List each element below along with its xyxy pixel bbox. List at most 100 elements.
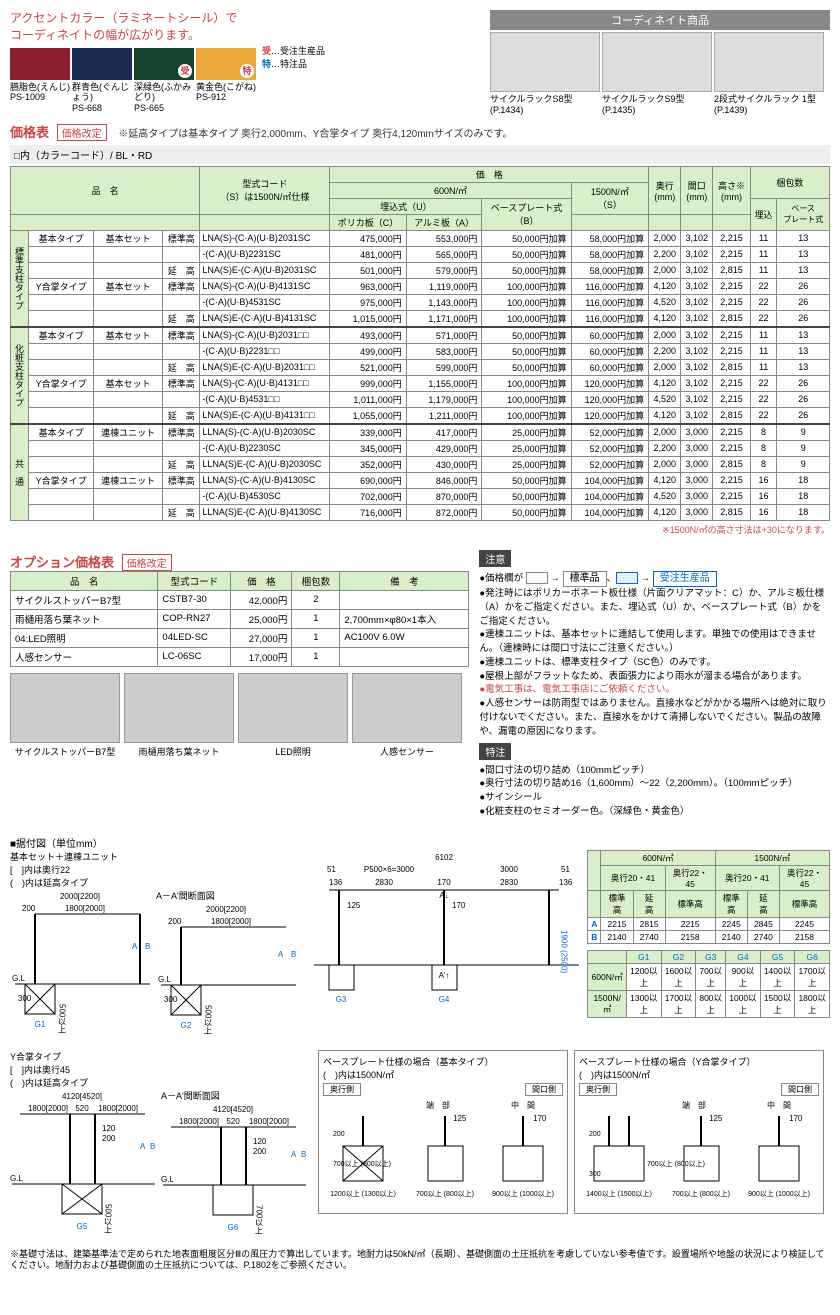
bp-side-w: 間口側 xyxy=(525,1083,563,1096)
elev-svg-1: 2000[2200] 1800[2000] 200 G.L G1 300 B A… xyxy=(10,889,150,1039)
diagram-left-col: 基本セット＋連棟ユニット [ ]内は奥行22 ( )内は延高タイプ 2000[2… xyxy=(10,850,301,1040)
th-600: 600N/㎡ xyxy=(330,182,571,198)
svg-text:G.L: G.L xyxy=(161,1175,174,1184)
price-footnote: ※1500N/㎡の高さ寸法は+30になります。 xyxy=(10,523,830,536)
bp-y-inner: ( )内は1500N/㎡ xyxy=(579,1068,819,1081)
svg-text:端 部: 端 部 xyxy=(426,1100,450,1110)
baseplate-diagrams: ベースプレート仕様の場合（基本タイプ） ( )内は1500N/㎡ 奥行側 間口側… xyxy=(318,1050,824,1214)
bp-side-d: 奥行側 xyxy=(323,1083,361,1096)
tokuchu-badge: 特注 xyxy=(479,743,511,760)
svg-text:200: 200 xyxy=(102,1134,116,1143)
svg-text:A: A xyxy=(291,1150,297,1159)
svg-text:2830: 2830 xyxy=(375,878,393,887)
tokuchu-list: ●間口寸法の切り詰め（100mmピッチ）●奥行寸法の切り詰め16（1,600mm… xyxy=(479,764,830,819)
option-thumb: 人感センサー xyxy=(352,673,462,758)
color-swatch: 受深緑色(ふかみどり)PS-665 xyxy=(134,48,194,114)
opt-th-pack: 梱包数 xyxy=(292,571,340,590)
price-row: Y合掌タイプ基本セット標準高LNA(S)-(C·A)(U·B)4131□□999… xyxy=(11,375,830,391)
price-subhead: □内（カラーコード）/ BL・RD xyxy=(10,145,830,164)
svg-text:136: 136 xyxy=(559,878,573,887)
diagram-elev-2: A－A'間断面図 2000[2200] 1800[2000] 200 G.L G… xyxy=(156,889,296,1040)
dim-table-g: G1G2G3G4G5G6 600N/㎡1200以上1600以上700以上900以… xyxy=(587,950,830,1018)
svg-text:6102: 6102 xyxy=(435,853,453,862)
svg-text:G4: G4 xyxy=(439,995,450,1004)
legend-ju-badge: 受 xyxy=(262,46,271,56)
price-row: -(C·A)(U·B)2231SC481,000円565,000円50,000円… xyxy=(11,246,830,262)
svg-text:120: 120 xyxy=(253,1137,267,1146)
bp-y-side-w: 間口側 xyxy=(781,1083,819,1096)
svg-text:200: 200 xyxy=(589,1131,601,1138)
svg-text:700以上 (800以上): 700以上 (800以上) xyxy=(333,1159,391,1168)
svg-text:中 間: 中 間 xyxy=(767,1100,791,1110)
price-row: 延 高LNA(S)E-(C·A)(U·B)4131SC1,015,000円1,1… xyxy=(11,310,830,327)
th-pack-b: ベース プレート式 xyxy=(777,198,830,230)
svg-text:1800[2000]: 1800[2000] xyxy=(249,1117,289,1126)
dt-1500: 1500N/㎡ xyxy=(715,850,829,865)
aa-label-2: A－A'間断面図 xyxy=(161,1089,306,1102)
dim-tables: 600N/㎡1500N/㎡ 奥行20・41奥行22・45奥行20・41奥行22・… xyxy=(587,850,830,1018)
price-row: Y合掌タイプ連棟ユニット標準高LLNA(S)-(C·A)(U·B)4130SC6… xyxy=(11,472,830,488)
price-row: -(C·A)(U·B)2231□□499,000円583,000円50,000円… xyxy=(11,343,830,359)
svg-text:端 部: 端 部 xyxy=(682,1100,706,1110)
y-label: Y合掌タイプ [ ]内は奥行45 ( )内は延高タイプ xyxy=(10,1050,310,1089)
note-last: ●人感センサーは防雨型ではありません。直接水などがかかる場所へは絶対に取り付けな… xyxy=(479,697,830,738)
coord-item: サイクルラックS8型(P.1434) xyxy=(490,32,600,116)
price-note: ※延高タイプは基本タイプ 奥行2,000mm、Y合掌タイプ 奥行4,120mmサ… xyxy=(118,129,512,140)
th-width: 間口 (mm) xyxy=(681,166,713,214)
bp-basic-title: ベースプレート仕様の場合（基本タイプ） xyxy=(323,1055,563,1068)
notes-list: ●価格欄が → 標準品、 → 受注生産品 ●発注時にはポリカーボネート板仕様（片… xyxy=(479,571,830,739)
svg-text:1800[2000]: 1800[2000] xyxy=(28,1104,68,1113)
price-thead: 品 名 型式コード （S）は1500N/㎡仕様 価 格 奥行 (mm) 間口 (… xyxy=(11,166,830,230)
bp-basic: ベースプレート仕様の場合（基本タイプ） ( )内は1500N/㎡ 奥行側 間口側… xyxy=(318,1050,568,1214)
aa-label-1: A－A'間断面図 xyxy=(156,889,296,902)
opt-th-price: 価 格 xyxy=(231,571,292,590)
svg-text:51: 51 xyxy=(327,865,336,874)
th-price: 価 格 xyxy=(330,166,649,182)
coord-header: コーディネイト商品 xyxy=(490,10,830,30)
diagram-elev-1: 2000[2200] 1800[2000] 200 G.L G1 300 B A… xyxy=(10,889,150,1040)
price-row: 標準支柱タイプ基本タイプ基本セット標準高LNA(S)-(C·A)(U·B)203… xyxy=(11,230,830,246)
svg-text:170: 170 xyxy=(789,1114,803,1123)
svg-text:G6: G6 xyxy=(228,1223,239,1232)
bp-y-title: ベースプレート仕様の場合（Y合掌タイプ） xyxy=(579,1055,819,1068)
svg-text:200: 200 xyxy=(22,904,36,913)
svg-text:900以上 (1000以上): 900以上 (1000以上) xyxy=(748,1189,810,1198)
svg-text:G3: G3 xyxy=(336,995,347,1004)
svg-text:500以上: 500以上 xyxy=(58,1004,67,1033)
price-row: 延 高LNA(S)E-(C·A)(U·B)2031SC501,000円579,0… xyxy=(11,262,830,278)
note-line: ●発注時にはポリカーボネート板仕様（片面クリアマット：C）か、アルミ板仕様（A）… xyxy=(479,587,830,628)
legend-to-text: …特注品 xyxy=(271,59,307,69)
price-subhead-text: □内（カラーコード）/ BL・RD xyxy=(14,151,152,162)
accent-swatches: 臙脂色(えんじ)PS-1009群青色(ぐんじょう)PS-668受深緑色(ふかみど… xyxy=(10,48,256,114)
svg-text:170: 170 xyxy=(533,1114,547,1123)
option-rev-badge: 価格改定 xyxy=(122,554,172,571)
price-row: 化粧支柱タイプ基本タイプ基本セット標準高LNA(S)-(C·A)(U·B)203… xyxy=(11,327,830,344)
opt-th-model: 型式コード xyxy=(158,571,231,590)
bp-y: ベースプレート仕様の場合（Y合掌タイプ） ( )内は1500N/㎡ 奥行側 間口… xyxy=(574,1050,824,1214)
svg-text:125: 125 xyxy=(709,1114,723,1123)
svg-text:4120[4520]: 4120[4520] xyxy=(62,1092,102,1101)
svg-text:G1: G1 xyxy=(35,1020,46,1029)
svg-text:B: B xyxy=(145,942,150,951)
accent-title: アクセントカラー（ラミネートシール）で コーディネイトの幅が広がります。 xyxy=(10,10,380,44)
svg-text:700以上 (800以上): 700以上 (800以上) xyxy=(416,1189,474,1198)
dt-600: 600N/㎡ xyxy=(601,850,715,865)
svg-text:P500×6=3000: P500×6=3000 xyxy=(364,865,415,874)
svg-text:G5: G5 xyxy=(77,1222,88,1231)
svg-text:500以上: 500以上 xyxy=(204,1005,213,1034)
opt-row: サイクルストッパーB7型CSTB7-3042,000円2 xyxy=(11,590,469,609)
svg-text:A: A xyxy=(278,950,284,959)
svg-text:900以上 (1000以上): 900以上 (1000以上) xyxy=(492,1189,554,1198)
svg-text:120: 120 xyxy=(102,1124,116,1133)
arrow-std: 標準品 xyxy=(563,571,607,588)
svg-text:300: 300 xyxy=(18,994,32,1003)
svg-text:520: 520 xyxy=(226,1117,240,1126)
option-title-text: オプション価格表 xyxy=(10,555,114,570)
th-alum: アルミ板（A） xyxy=(406,214,482,230)
th-1500: 1500N/㎡ （S） xyxy=(571,182,649,214)
option-thumb: LED照明 xyxy=(238,673,348,758)
th-base: ベースプレート式 （B） xyxy=(482,198,571,230)
th-depth: 奥行 (mm) xyxy=(649,166,681,214)
color-swatch: 臙脂色(えんじ)PS-1009 xyxy=(10,48,70,114)
svg-text:2830: 2830 xyxy=(500,878,518,887)
